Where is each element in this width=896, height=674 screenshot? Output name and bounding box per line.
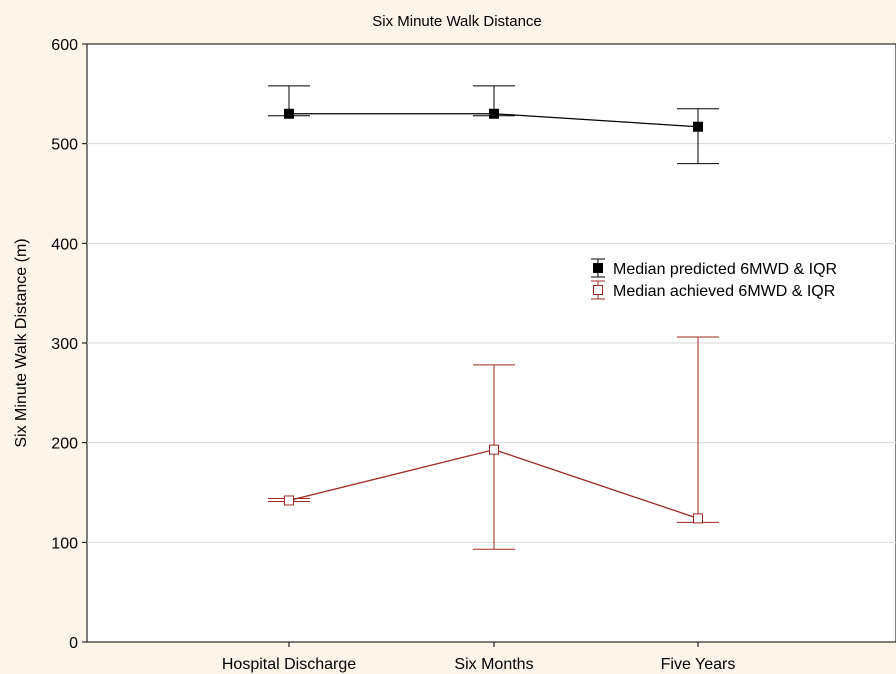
y-tick-label: 200 <box>51 436 78 453</box>
x-tick-label: Six Months <box>454 656 533 673</box>
gridlines <box>87 143 896 543</box>
chart-title: Six Minute Walk Distance <box>372 13 542 30</box>
series-2 <box>268 336 719 550</box>
legend: Median predicted 6MWD & IQR Median achiev… <box>591 258 837 300</box>
data-point-marker <box>284 108 294 119</box>
y-tick-label: 400 <box>51 236 78 253</box>
x-tick-label: Five Years <box>661 656 736 673</box>
series-layer <box>268 85 719 550</box>
y-tick-label: 300 <box>51 336 78 353</box>
y-axis-label: Six Minute Walk Distance (m) <box>13 238 30 447</box>
data-point-marker <box>489 108 499 119</box>
legend-label: Median predicted 6MWD & IQR <box>613 261 837 278</box>
legend-item: Median predicted 6MWD & IQR <box>591 258 837 278</box>
y-tick-label: 100 <box>51 535 78 552</box>
legend-label: Median achieved 6MWD & IQR <box>613 283 835 300</box>
y-tick-label: 500 <box>51 137 78 154</box>
legend-item: Median achieved 6MWD & IQR <box>591 280 835 300</box>
data-point-marker <box>693 513 703 524</box>
y-tick-label: 600 <box>51 37 78 54</box>
data-point-marker <box>693 121 703 132</box>
legend-marker <box>593 285 603 295</box>
data-point-marker <box>284 495 294 506</box>
x-tick-label: Hospital Discharge <box>222 656 356 673</box>
series-1 <box>268 85 719 165</box>
legend-marker <box>593 263 603 273</box>
y-tick-label: 0 <box>69 635 78 652</box>
data-point-marker <box>489 444 499 455</box>
axis-ticks: 0 100 200 300 400 500 600 Hospital Discharge Six… <box>51 37 735 673</box>
